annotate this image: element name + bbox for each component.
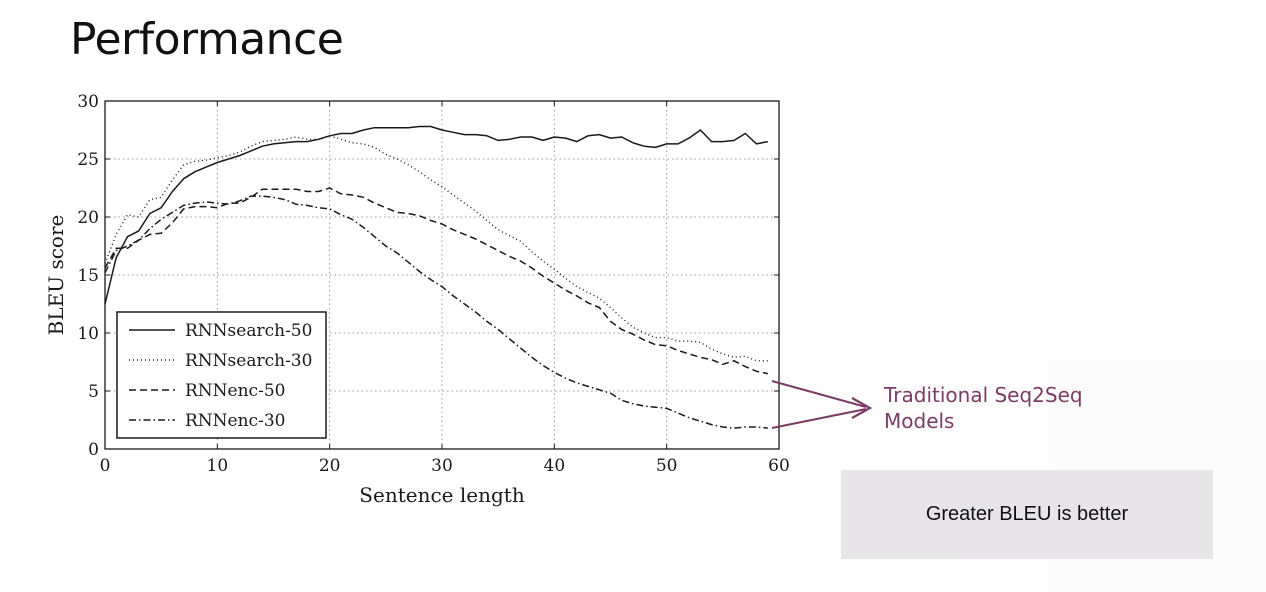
legend-entry: RNNsearch-30	[185, 351, 312, 371]
callout-label: Traditional Seq2Seq Models	[884, 382, 1144, 434]
callout-line-2: Models	[884, 409, 955, 433]
x-tick-label: 60	[768, 456, 790, 476]
note-box: Greater BLEU is better	[841, 470, 1213, 559]
legend-entry: RNNenc-50	[185, 381, 285, 401]
series-line-rnnenc-50	[104, 187, 768, 375]
legend-entry: RNNsearch-50	[185, 321, 312, 341]
slide-title: Performance	[70, 14, 344, 65]
y-tick-label: 5	[88, 382, 99, 402]
y-tick-label: 15	[77, 266, 99, 286]
series-line-rnnenc-30	[104, 195, 768, 429]
callout-arrowhead-icon	[851, 397, 873, 419]
x-tick-label: 40	[544, 456, 566, 476]
x-axis-label: Sentence length	[359, 483, 525, 507]
series-line-rnnsearch-50	[104, 125, 768, 305]
y-tick-label: 20	[77, 208, 99, 228]
y-tick-label: 10	[77, 324, 99, 344]
x-tick-label: 30	[431, 456, 453, 476]
x-tick-label: 50	[656, 456, 678, 476]
x-tick-label: 20	[319, 456, 341, 476]
y-tick-label: 30	[77, 92, 99, 112]
callout-line-1: Traditional Seq2Seq	[884, 383, 1083, 407]
x-tick-label: 10	[207, 456, 229, 476]
legend-box	[116, 311, 327, 439]
callout-arrow-lower	[771, 408, 867, 429]
y-tick-label: 0	[88, 440, 99, 460]
x-tick-label: 0	[100, 456, 111, 476]
callout-arrow-upper	[771, 380, 867, 408]
y-tick-label: 25	[77, 150, 99, 170]
y-axis-label: BLEU score	[44, 215, 68, 336]
note-text: Greater BLEU is better	[925, 503, 1129, 525]
legend-entry: RNNenc-30	[185, 411, 285, 431]
